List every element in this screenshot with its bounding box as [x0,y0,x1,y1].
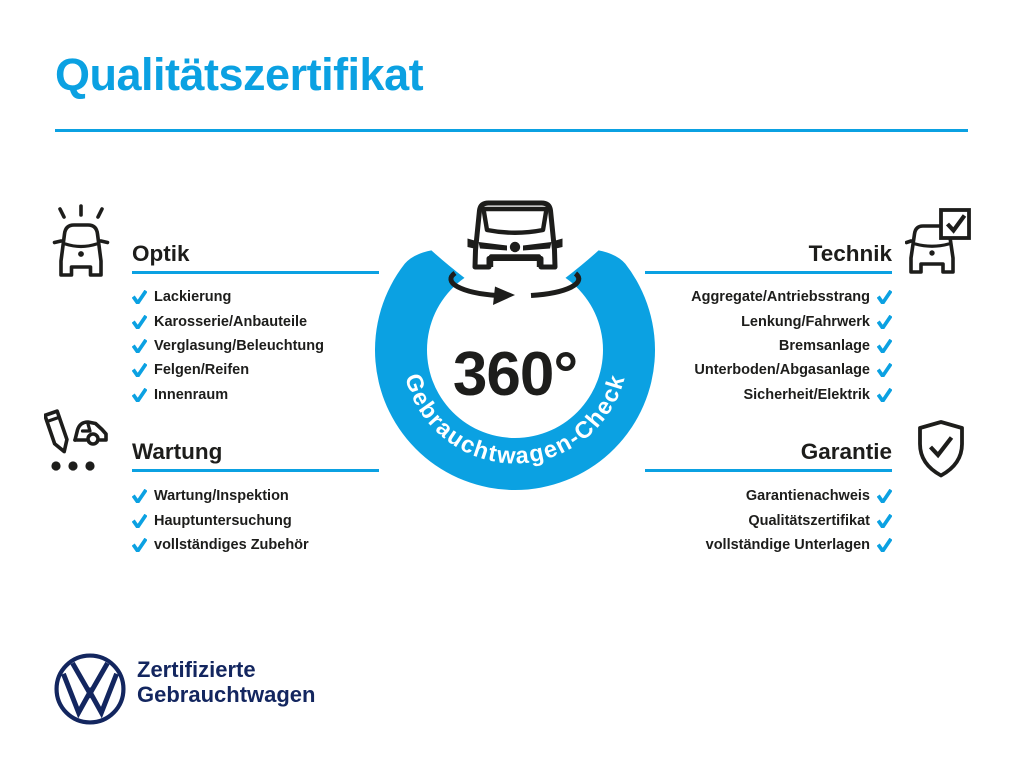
360-check-graphic: Gebrauchtwagen-Check 360° [375,195,655,505]
check-icon [132,387,147,402]
sparkle-car-icon [48,203,114,279]
list-item: Verglasung/Beleuchtung [132,334,324,358]
list-item-label: Felgen/Reifen [154,362,250,379]
list-item: Unterboden/Abgasanlage [592,358,892,382]
brand-wordmark: Zertifizierte Gebrauchtwagen [137,657,315,707]
check-icon [877,387,892,402]
wartung-list: Wartung/Inspektion Hauptuntersuchung vol… [132,484,309,557]
list-item-label: Sicherheit/Elektrik [743,386,870,403]
section-heading-optik: Optik [132,241,190,266]
check-icon [877,290,892,305]
list-item-label: Qualitätszertifikat [748,512,870,529]
check-icon [132,513,147,528]
check-icon [132,290,147,305]
vw-logo [52,651,128,727]
optik-list: Lackierung Karosserie/Anbauteile Verglas… [132,285,324,407]
list-item: Karosserie/Anbauteile [132,309,324,333]
brand-line-2: Gebrauchtwagen [137,682,316,707]
technik-list: Aggregate/Antriebsstrang Lenkung/Fahrwer… [592,285,892,407]
list-item: Lenkung/Fahrwerk [592,309,892,333]
list-item-label: vollständige Unterlagen [705,536,870,553]
list-item: Hauptuntersuchung [132,508,309,532]
section-underline-garantie [645,469,892,472]
degree-label: 360° [453,340,577,409]
check-icon [132,537,147,552]
list-item: Innenraum [132,383,324,407]
list-item-label: Wartung/Inspektion [154,488,289,505]
section-underline-wartung [132,469,379,472]
list-item-label: Garantienachweis [745,488,870,505]
list-item-label: Hauptuntersuchung [154,512,292,529]
list-item: Bremsanlage [592,334,892,358]
list-item: Felgen/Reifen [132,358,324,382]
list-item-label: Innenraum [154,386,229,403]
check-icon [132,363,147,378]
section-heading-technik: Technik [808,241,892,266]
car-checkbox-icon [905,206,973,276]
rotating-car-icon [448,200,582,305]
check-icon [877,537,892,552]
list-item-label: Bremsanlage [778,337,870,354]
list-item: Qualitätszertifikat [592,508,892,532]
pencil-car-icon [44,406,116,476]
list-item: Wartung/Inspektion [132,484,309,508]
check-icon [132,338,147,353]
section-heading-wartung: Wartung [132,439,223,464]
check-icon [877,363,892,378]
brand-line-1: Zertifizierte [137,657,256,682]
page-title: Qualitätszertifikat [55,49,424,100]
list-item-label: vollständiges Zubehör [154,536,309,553]
check-icon [132,489,147,504]
shield-check-icon [913,417,969,481]
check-icon [877,489,892,504]
check-icon [877,338,892,353]
check-icon [877,314,892,329]
header-divider [55,129,968,132]
list-item: Sicherheit/Elektrik [592,383,892,407]
list-item: vollständiges Zubehör [132,533,309,557]
list-item: Garantienachweis [592,484,892,508]
list-item: Aggregate/Antriebsstrang [592,285,892,309]
section-heading-garantie: Garantie [800,439,892,464]
list-item-label: Lenkung/Fahrwerk [741,313,870,330]
list-item-label: Aggregate/Antriebsstrang [691,289,870,306]
garantie-list: Garantienachweis Qualitätszertifikat vol… [592,484,892,557]
check-icon [877,513,892,528]
ring-shape [375,250,655,491]
section-underline-technik [645,271,892,274]
check-icon [132,314,147,329]
list-item-label: Karosserie/Anbauteile [154,313,308,330]
list-item: Lackierung [132,285,324,309]
section-underline-optik [132,271,379,274]
list-item: vollständige Unterlagen [592,533,892,557]
list-item-label: Lackierung [154,289,232,306]
list-item-label: Unterboden/Abgasanlage [694,362,870,379]
list-item-label: Verglasung/Beleuchtung [154,337,324,354]
